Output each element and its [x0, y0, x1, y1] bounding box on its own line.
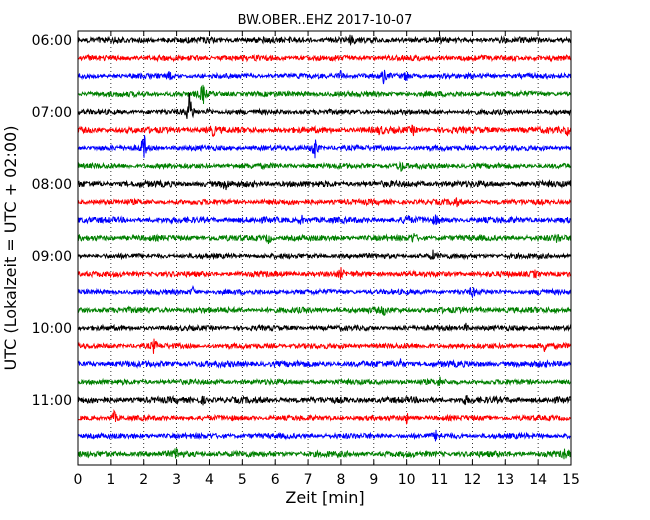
x-tick-label: 4 [205, 472, 214, 488]
trace-0900 [77, 249, 572, 261]
x-tick-label: 5 [238, 472, 247, 488]
trace-0930 [77, 284, 572, 299]
trace-0615 [77, 53, 572, 63]
plot-frame [77, 30, 572, 466]
x-tick-label: 9 [369, 472, 378, 488]
x-tick-labels: 0 1 2 3 4 5 6 7 8 9 10 11 12 13 14 15 [74, 472, 580, 488]
grid-lines [110, 31, 539, 465]
x-tick-label: 15 [562, 472, 580, 488]
x-tick-label: 10 [398, 472, 416, 488]
trace-1115 [77, 408, 572, 425]
trace-0715 [77, 124, 572, 138]
x-tick-label: 7 [304, 472, 313, 488]
y-tick-label: 07:00 [32, 105, 72, 121]
trace-0815 [77, 197, 572, 208]
y-axis-label: UTC (Lokalzeit = UTC + 02:00) [1, 126, 20, 371]
axis-ticks [77, 31, 572, 465]
x-tick-label: 13 [496, 472, 514, 488]
trace-0830 [77, 214, 572, 226]
x-tick-label: 12 [463, 472, 481, 488]
x-tick-label: 14 [529, 472, 547, 488]
y-tick-label: 06:00 [32, 33, 72, 49]
y-tick-label: 10:00 [32, 321, 72, 337]
trace-0745 [77, 160, 572, 172]
trace-0600 [77, 34, 572, 47]
x-tick-label: 3 [172, 472, 181, 488]
x-tick-label: 1 [106, 472, 115, 488]
y-tick-label: 09:00 [32, 249, 72, 265]
x-tick-label: 2 [139, 472, 148, 488]
trace-lines [77, 34, 572, 460]
trace-0800 [77, 178, 572, 191]
trace-0630 [77, 69, 571, 85]
trace-0645 [77, 84, 572, 105]
trace-0845 [77, 233, 572, 245]
trace-1015 [77, 338, 572, 354]
trace-1045 [77, 376, 572, 387]
x-tick-label: 8 [336, 472, 345, 488]
x-tick-label: 0 [74, 472, 83, 488]
trace-1000 [77, 322, 572, 333]
trace-1030 [77, 358, 572, 369]
x-tick-label: 11 [431, 472, 449, 488]
trace-1130 [77, 429, 572, 442]
y-tick-label: 11:00 [32, 393, 72, 409]
trace-0730 [77, 135, 572, 159]
x-axis-label: Zeit [min] [285, 488, 364, 507]
y-tick-label: 08:00 [32, 177, 72, 193]
trace-1100 [77, 394, 572, 406]
trace-0945 [77, 305, 572, 317]
chart-title: BW.OBER..EHZ 2017-10-07 [238, 13, 413, 28]
trace-0700 [77, 92, 571, 119]
trace-1145 [77, 447, 572, 460]
trace-0915 [77, 267, 572, 280]
x-tick-label: 6 [271, 472, 280, 488]
y-tick-labels: 06:00 07:00 08:00 09:00 10:00 11:00 [32, 33, 72, 409]
